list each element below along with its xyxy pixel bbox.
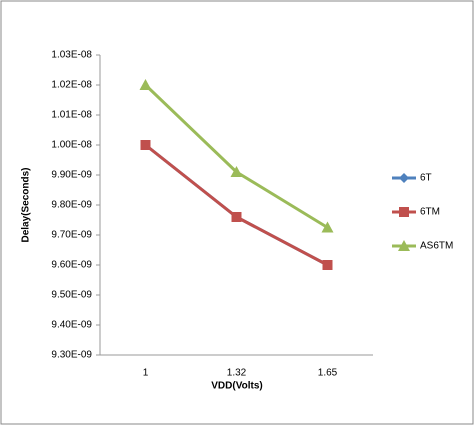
x-tick-label: 1.32 (227, 368, 247, 379)
y-tick-label: 9.70E-09 (51, 230, 92, 241)
legend-label: AS6TM (420, 241, 453, 252)
y-axis-label: Delay(Seconds) (21, 167, 32, 242)
marker (230, 166, 243, 177)
marker (139, 79, 152, 90)
y-tick-label: 1.00E-08 (51, 140, 92, 151)
y-tick-label: 9.60E-09 (51, 260, 92, 271)
legend-marker (399, 207, 409, 217)
y-tick-label: 1.03E-08 (51, 50, 92, 61)
marker (322, 260, 333, 270)
legend-label: 6T (420, 173, 432, 184)
x-tick-label: 1.65 (318, 368, 338, 379)
legend-marker (398, 240, 410, 251)
legend-label: 6TM (420, 207, 440, 218)
y-tick-label: 9.50E-09 (51, 290, 92, 301)
legend-marker (399, 173, 409, 183)
marker (231, 212, 242, 222)
y-tick-label: 9.90E-09 (51, 170, 92, 181)
y-tick-label: 9.80E-09 (51, 200, 92, 211)
marker (140, 140, 151, 150)
y-tick-label: 9.30E-09 (51, 350, 92, 361)
marker (321, 221, 334, 233)
y-tick-label: 9.40E-09 (51, 320, 92, 331)
x-axis-label: VDD(Volts) (211, 381, 262, 392)
x-tick-label: 1 (143, 368, 149, 379)
y-tick-label: 1.02E-08 (51, 80, 92, 91)
y-tick-label: 1.01E-08 (51, 110, 92, 121)
